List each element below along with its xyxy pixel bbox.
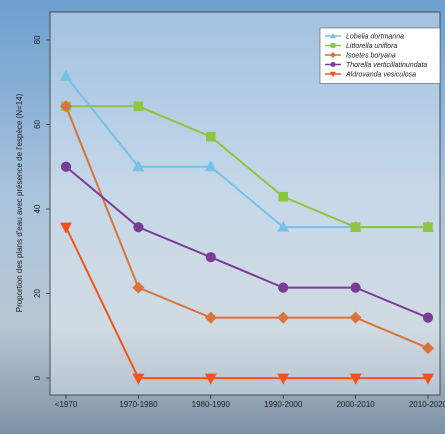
marker: [60, 161, 72, 172]
marker: [350, 222, 361, 232]
marker: [278, 191, 288, 202]
marker: [277, 311, 290, 324]
marker: [206, 131, 216, 142]
series-line: [66, 105, 428, 229]
marker: [132, 281, 145, 294]
marker: [133, 101, 144, 112]
marker: [277, 373, 290, 385]
y-tick-label: 20: [33, 289, 42, 298]
marker: [349, 311, 362, 324]
marker: [330, 61, 336, 68]
marker: [330, 32, 336, 39]
y-tick-label: 0: [33, 375, 42, 380]
marker: [278, 282, 289, 293]
marker: [60, 100, 72, 113]
marker: [132, 373, 145, 385]
series-line: [65, 105, 429, 349]
marker: [422, 342, 434, 355]
marker: [277, 220, 290, 232]
marker: [330, 71, 336, 78]
marker: [204, 311, 217, 324]
y-tick-label: 60: [33, 119, 42, 128]
x-tick-label: 2010-2020: [409, 400, 445, 409]
y-axis-label: Proportion des plans d'eau avec présence…: [15, 93, 24, 312]
marker: [330, 43, 336, 48]
marker: [60, 69, 72, 81]
legend-text: Thorella verticillatinundata: [346, 62, 427, 69]
marker: [422, 312, 434, 323]
x-tick-label: 1970-1980: [119, 400, 158, 409]
legend-text: Aldrovanda vesiculosa: [345, 72, 416, 79]
marker: [423, 222, 433, 232]
y-tick-label: 80: [33, 35, 42, 44]
x-tick-label: <1970: [55, 400, 78, 409]
legend-text: Lobelia dortmanna: [346, 34, 404, 41]
marker: [204, 373, 217, 385]
legend-text: Isoetes boryana: [346, 53, 396, 60]
x-tick-label: 2000-2010: [336, 400, 375, 409]
series-line: [65, 165, 429, 319]
series-line: [65, 226, 428, 380]
legend-text: Littorella uniflora: [346, 43, 397, 50]
marker: [349, 373, 362, 385]
marker: [422, 373, 434, 385]
y-tick-label: 40: [33, 204, 42, 213]
marker: [204, 160, 217, 172]
x-tick-label: 1990-2000: [264, 400, 303, 409]
marker: [205, 252, 216, 263]
marker: [330, 52, 336, 58]
marker: [350, 282, 361, 293]
marker: [60, 222, 72, 234]
marker: [132, 160, 145, 172]
marker: [133, 222, 144, 233]
x-tick-label: 1980-1990: [192, 400, 231, 409]
